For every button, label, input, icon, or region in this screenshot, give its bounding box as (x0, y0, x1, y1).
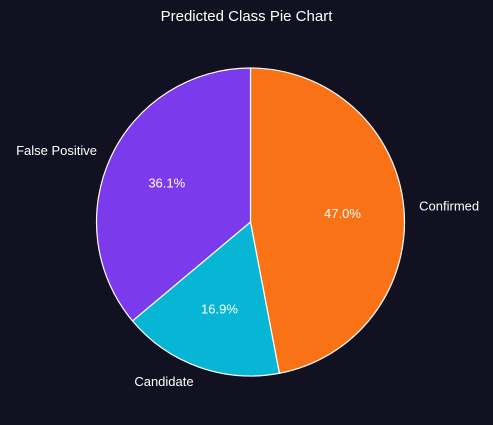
pie-category-label-false-positive: False Positive (16, 143, 97, 158)
pie-percent-label-candidate: 16.9% (201, 302, 238, 317)
pie-slices (95, 67, 406, 377)
chart-title: Predicted Class Pie Chart (160, 8, 333, 25)
pie-percent-label-confirmed: 47.0% (324, 206, 361, 221)
pie-slice-candidate (131, 221, 280, 377)
pie-category-label-confirmed: Confirmed (419, 199, 479, 214)
pie-category-label-candidate: Candidate (134, 374, 193, 389)
pie-labels: 47.0% Confirmed 16.9% Candidate 36.1% False P… (16, 143, 479, 389)
pie-slice-false-positive (95, 67, 252, 322)
pie-percent-label-false-positive: 36.1% (148, 175, 185, 190)
pie-slice-confirmed (249, 67, 406, 374)
